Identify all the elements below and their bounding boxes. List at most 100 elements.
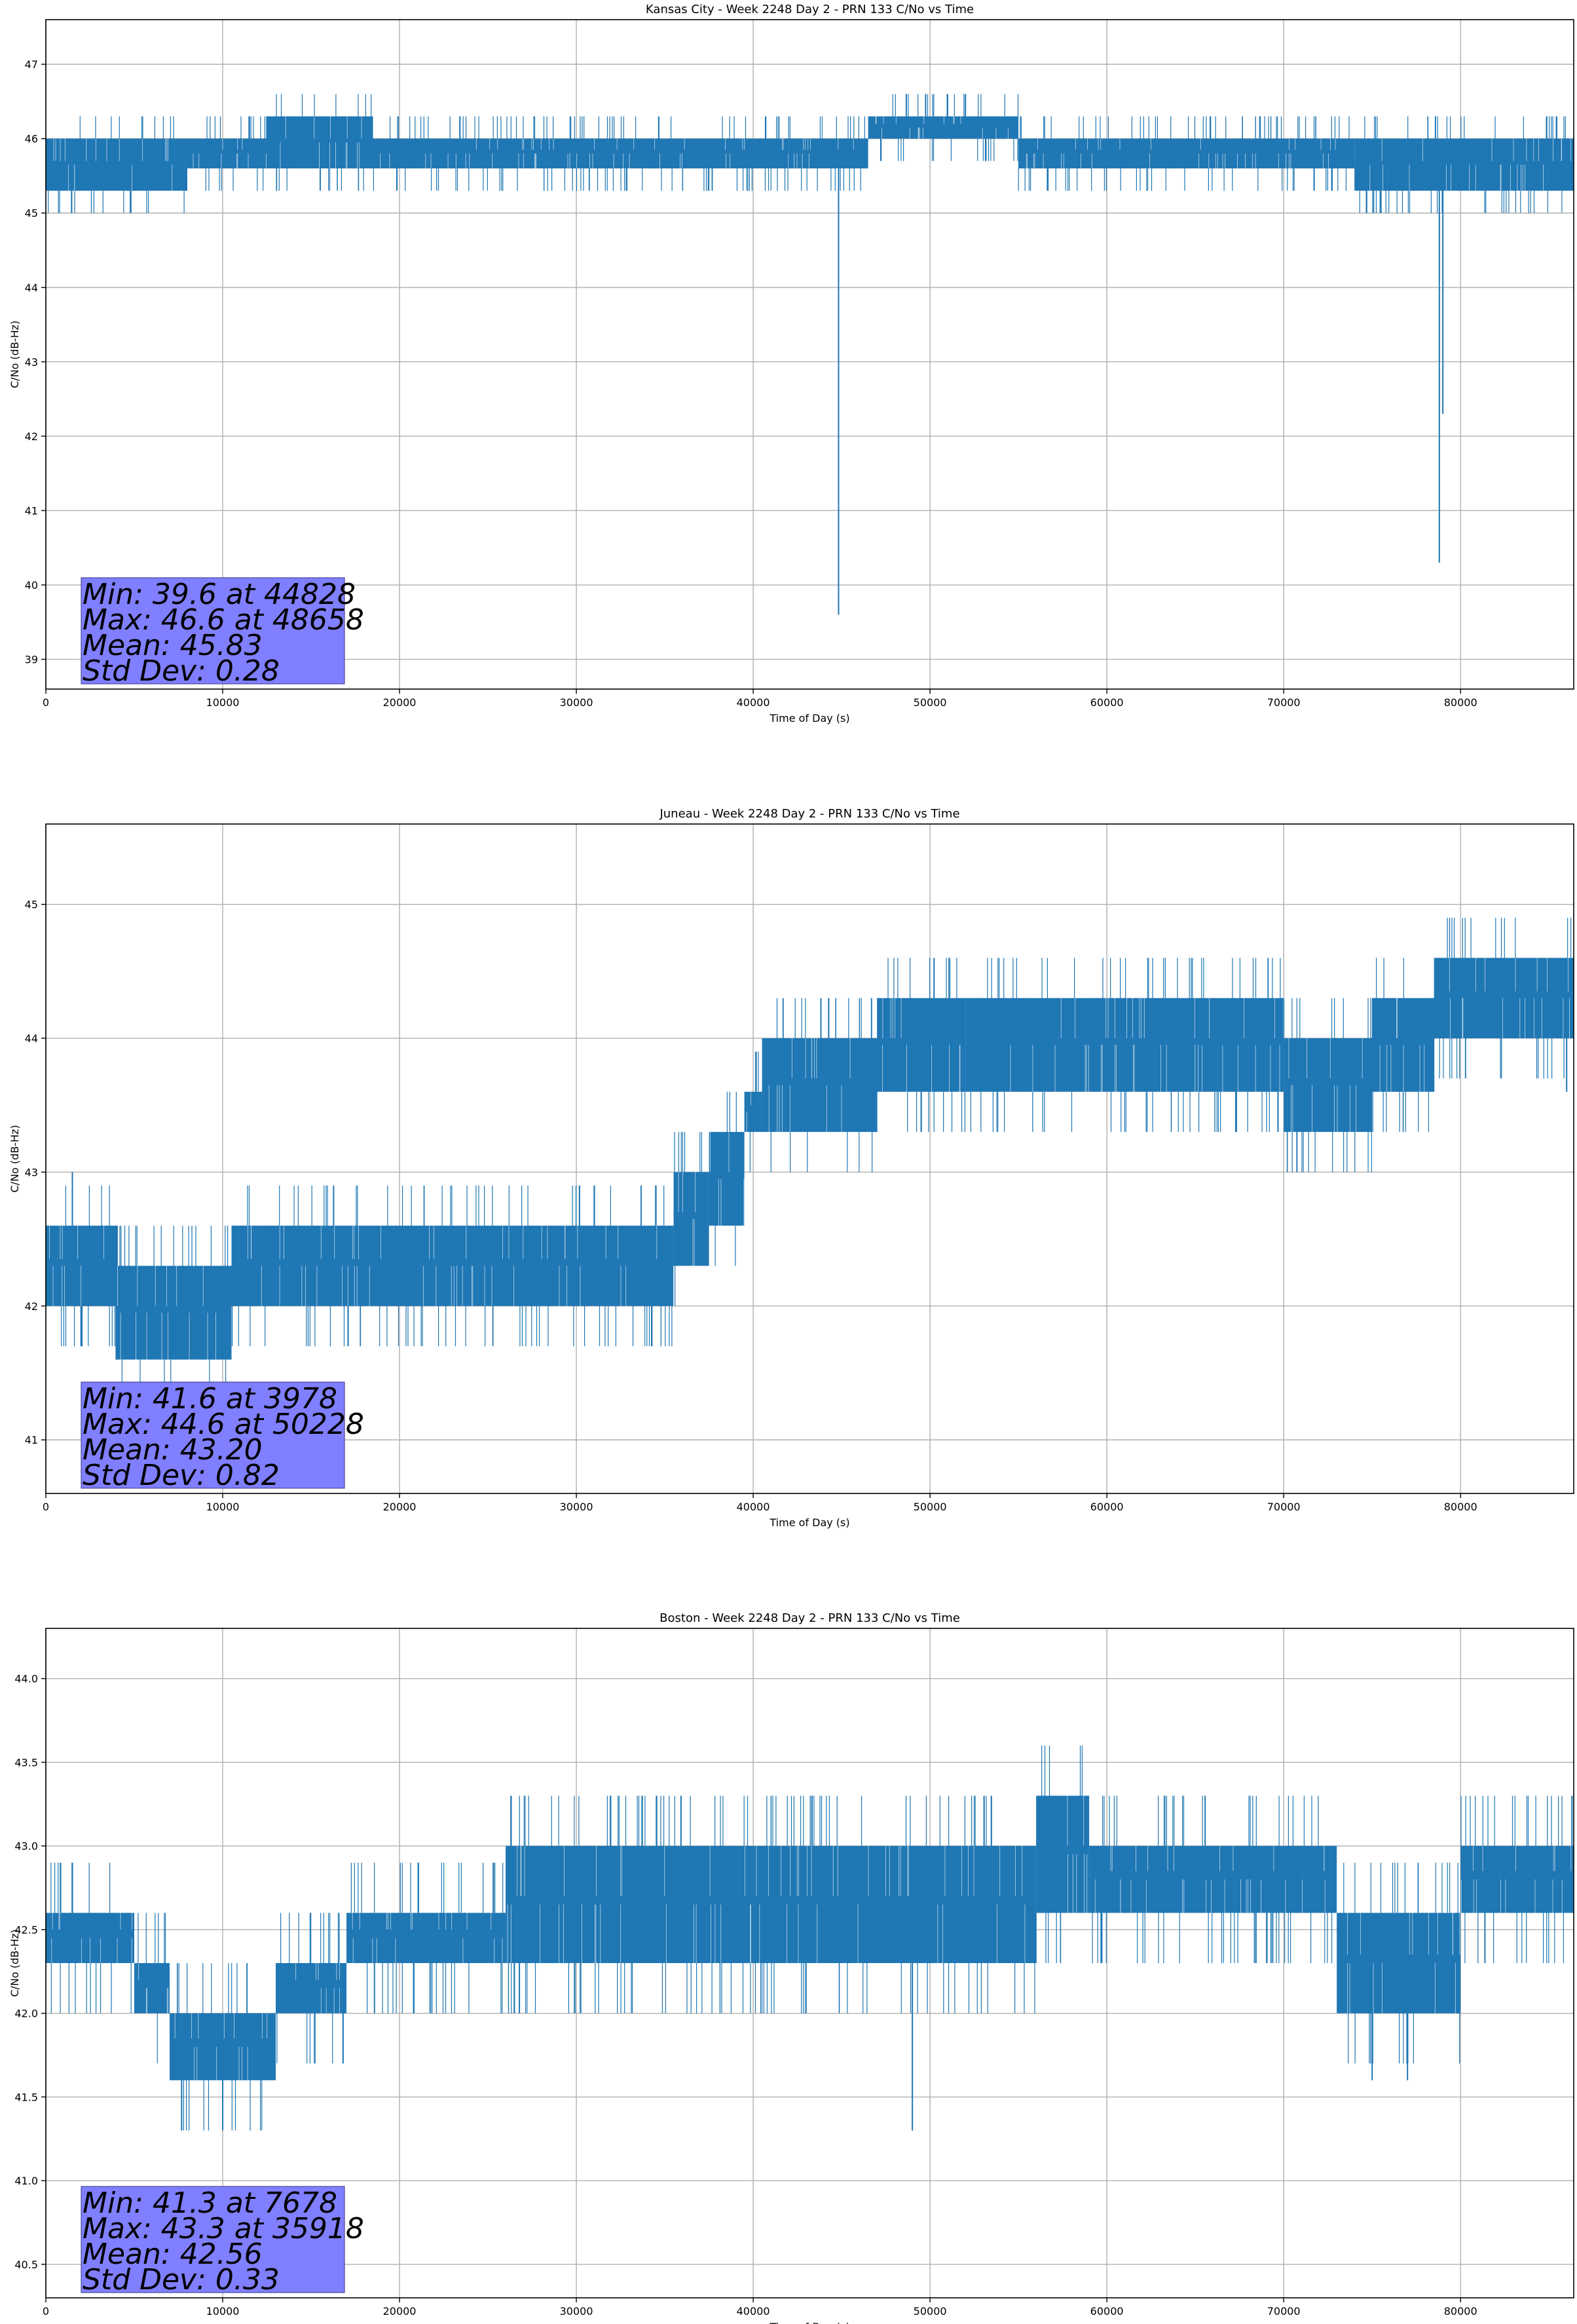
series-noise — [1018, 116, 1350, 191]
y-tick-label: 40.5 — [14, 2258, 38, 2271]
series-noise — [138, 1913, 166, 2064]
series-gap — [117, 1265, 216, 1360]
series-noise — [438, 1185, 673, 1347]
x-tick-label: 50000 — [914, 1501, 947, 1513]
y-tick-label: 39 — [25, 654, 38, 666]
series-noise — [754, 1795, 1035, 2014]
x-tick-label: 30000 — [560, 2305, 593, 2317]
stats-line: Max: 43.3 at 35918 — [83, 2212, 364, 2245]
stats-line: Min: 39.6 at 44828 — [83, 578, 356, 611]
y-axis-label: C/No (dB-Hz) — [9, 1929, 21, 1996]
series-band — [506, 1846, 754, 1963]
stats-line: Mean: 43.20 — [83, 1433, 263, 1467]
y-tick-label: 45 — [25, 207, 38, 219]
plot-frame — [45, 823, 1574, 1494]
series-noise — [749, 1051, 759, 1172]
series-gap — [1369, 138, 1571, 191]
series-gap — [247, 1226, 434, 1306]
x-tick-label: 80000 — [1444, 1501, 1477, 1513]
series-gap — [51, 1913, 132, 1963]
x-axis-label: Time of Day (s) — [769, 2321, 849, 2324]
x-tick-label: 40000 — [737, 1501, 770, 1513]
stats-line: Min: 41.6 at 3978 — [83, 1382, 337, 1415]
y-tick-label: 42.0 — [14, 2008, 38, 2020]
y-tick-label: 43.0 — [14, 1840, 38, 1852]
chart-panel-2: 0 10000 20000 30000 40000 50000 60000 70000 8000… — [9, 1611, 1574, 2324]
x-axis-label: Time of Day (s) — [769, 1516, 849, 1529]
series-gap — [507, 1846, 751, 1963]
y-tick-label: 42.5 — [14, 1924, 38, 1936]
x-tick-label: 60000 — [1090, 2305, 1124, 2317]
x-tick-label: 20000 — [383, 696, 417, 709]
series-noise — [674, 1132, 702, 1306]
series-gap — [174, 2013, 268, 2080]
x-tick-label: 50000 — [914, 2305, 947, 2317]
series-gap — [1288, 1038, 1363, 1133]
stats-line: Std Dev: 0.28 — [83, 654, 280, 688]
y-tick-label: 47 — [25, 58, 38, 71]
series-band — [1284, 1038, 1373, 1133]
y-tick-label: 43.5 — [14, 1756, 38, 1769]
series-noise — [1371, 958, 1435, 1133]
y-tick-label: 44 — [25, 282, 38, 294]
x-tick-label: 80000 — [1444, 2305, 1477, 2317]
series-gap — [875, 116, 1009, 139]
stats-line: Std Dev: 0.82 — [83, 1459, 280, 1492]
stats-line: Min: 41.3 at 7678 — [83, 2186, 337, 2220]
y-tick-label: 46 — [25, 133, 38, 145]
x-tick-label: 80000 — [1444, 696, 1477, 709]
series-gap — [138, 1963, 168, 2014]
series-band — [1337, 1913, 1461, 2014]
series-noise — [46, 1862, 132, 2014]
y-axis-label: C/No (dB-Hz) — [9, 320, 21, 388]
y-tick-label: 44 — [25, 1032, 38, 1045]
x-tick-label: 0 — [43, 696, 49, 709]
series-band — [1372, 998, 1434, 1092]
series-noise — [47, 1185, 116, 1347]
series-noise — [1435, 918, 1572, 1079]
series-noise — [1283, 998, 1372, 1172]
series-band — [709, 1132, 745, 1226]
x-tick-label: 70000 — [1267, 696, 1301, 709]
x-tick-label: 30000 — [560, 1501, 593, 1513]
series-gap — [380, 138, 789, 169]
series-noise — [1339, 1862, 1460, 2064]
y-axis-label: C/No (dB-Hz) — [9, 1125, 21, 1192]
series-line — [46, 1745, 1574, 2131]
series-band — [373, 138, 789, 169]
series-band — [134, 1963, 170, 2014]
series-gap — [352, 1913, 503, 1963]
series-noise — [712, 1091, 737, 1266]
y-tick-label: 42 — [25, 430, 38, 443]
series-noise — [276, 94, 372, 191]
series-noise — [232, 1185, 426, 1347]
series-noise — [276, 1913, 344, 2064]
series-gap — [295, 1963, 340, 2014]
x-tick-label: 50000 — [914, 696, 947, 709]
series-band — [1036, 1795, 1090, 1913]
stats-line: Std Dev: 0.33 — [83, 2263, 280, 2296]
series-noise — [205, 116, 267, 191]
series-noise — [373, 116, 788, 191]
series-gap — [1094, 1846, 1326, 1913]
series-band — [187, 138, 267, 169]
series-line — [46, 918, 1574, 1400]
plot-frame — [45, 19, 1574, 690]
x-tick-label: 40000 — [737, 696, 770, 709]
series-band — [170, 2013, 276, 2080]
series-noise — [350, 1862, 504, 2014]
series-band — [435, 1226, 674, 1306]
series-band — [673, 1172, 709, 1266]
x-tick-label: 70000 — [1267, 2305, 1301, 2317]
series-band — [1354, 138, 1574, 191]
x-tick-label: 30000 — [560, 696, 593, 709]
stats-line: Max: 44.6 at 50228 — [83, 1408, 364, 1441]
x-tick-label: 60000 — [1090, 696, 1124, 709]
series-gap — [1010, 998, 1284, 1092]
series-gap — [768, 1038, 851, 1133]
series-gap — [436, 1226, 674, 1306]
series-gap — [1379, 998, 1425, 1092]
series-band — [267, 116, 373, 169]
